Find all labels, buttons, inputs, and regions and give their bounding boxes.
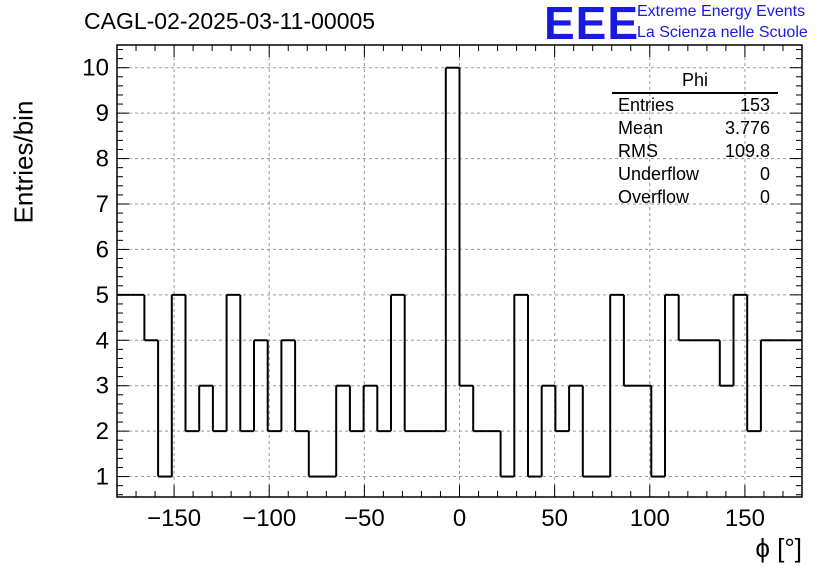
y-tick-label: 6 [96, 236, 109, 263]
stats-row-rms: RMS 109.8 [612, 140, 778, 163]
y-tick-label: 8 [96, 146, 109, 173]
y-axis-ticks: 1 2 3 4 5 6 7 8 9 10 [82, 49, 802, 496]
stats-value: 0 [759, 164, 770, 184]
x-tick-label: −50 [344, 505, 385, 532]
stats-box-name: Phi [612, 70, 778, 94]
x-axis-label: ϕ [°] [755, 533, 802, 563]
y-tick-label: 9 [96, 100, 109, 127]
stats-box: Phi Entries 153 Mean 3.776 RMS 109.8 Und… [612, 70, 778, 209]
y-tick-label: 10 [82, 55, 109, 82]
stats-row-underflow: Underflow 0 [612, 163, 778, 186]
y-tick-label: 3 [96, 373, 109, 400]
x-tick-label: −100 [242, 505, 296, 532]
y-tick-label: 5 [96, 282, 109, 309]
x-tick-label: 50 [541, 505, 568, 532]
y-axis-label-wrap: Entries/bin [4, 101, 44, 224]
chart-title: CAGL-02-2025-03-11-00005 [84, 8, 376, 34]
logo-subtitle-1: Extreme Energy Events [637, 3, 806, 20]
y-tick-label: 4 [96, 327, 109, 354]
stats-label: Underflow [618, 164, 700, 184]
eee-logo: EEE [544, 0, 640, 49]
stats-label: Overflow [618, 187, 690, 207]
stats-label: Mean [618, 118, 664, 138]
y-tick-label: 2 [96, 418, 109, 445]
histogram-bars [117, 66, 802, 478]
stats-value: 3.776 [724, 118, 770, 138]
x-tick-label: −150 [147, 505, 201, 532]
stats-label: RMS [618, 141, 658, 161]
stats-value: 153 [739, 95, 770, 115]
x-tick-label: 150 [725, 505, 765, 532]
y-tick-label: 1 [96, 464, 109, 491]
y-tick-label: 7 [96, 191, 109, 218]
stats-row-entries: Entries 153 [612, 94, 778, 117]
stats-row-mean: Mean 3.776 [612, 117, 778, 140]
x-axis-ticks: −150 −100 −50 0 50 100 150 [135, 45, 784, 532]
x-tick-label: 0 [453, 505, 466, 532]
stats-label: Entries [618, 95, 675, 115]
stats-value: 0 [759, 187, 770, 207]
x-tick-label: 100 [630, 505, 670, 532]
y-axis-label: Entries/bin [8, 100, 39, 224]
logo-subtitle-2: La Scienza nelle Scuole [637, 24, 808, 41]
stats-value: 109.8 [724, 141, 770, 161]
stats-row-overflow: Overflow 0 [612, 186, 778, 209]
